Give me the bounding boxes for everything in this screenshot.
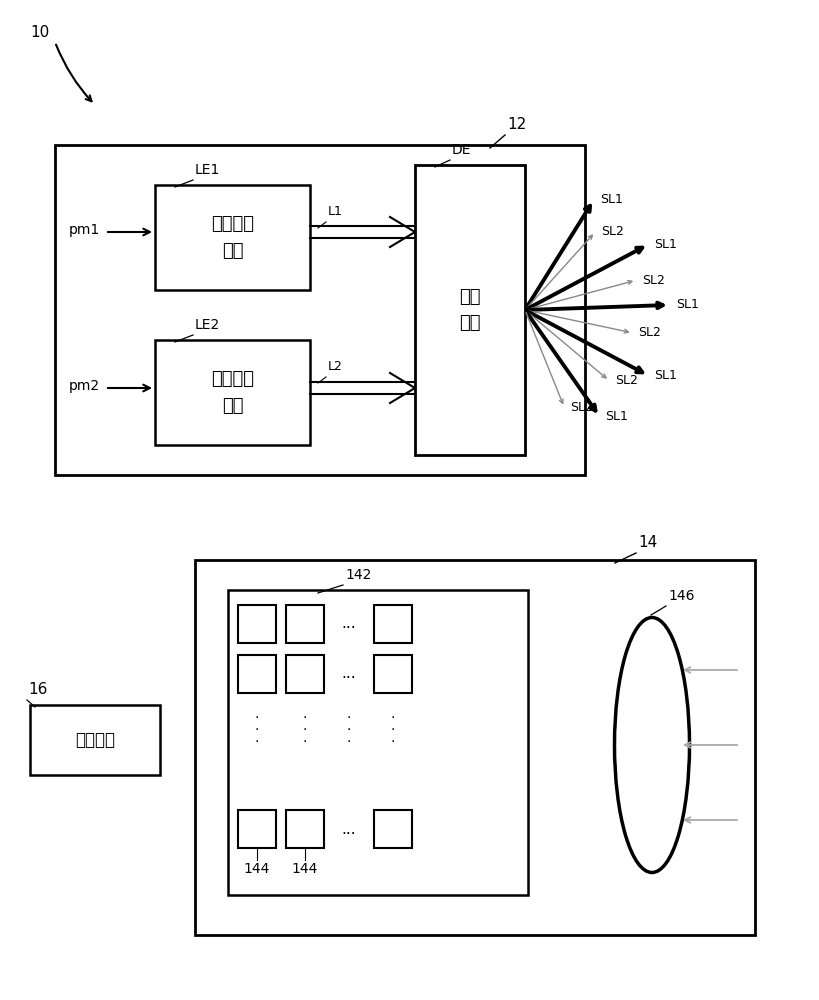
- Bar: [374, 605, 412, 643]
- Text: ·
·
·: · · ·: [346, 711, 351, 749]
- Ellipse shape: [614, 617, 690, 872]
- Text: 14: 14: [638, 535, 658, 550]
- Text: ·
·
·: · · ·: [391, 711, 396, 749]
- Text: pm1: pm1: [69, 223, 100, 237]
- Text: 10: 10: [30, 25, 49, 40]
- Bar: [55, 145, 585, 475]
- Text: 16: 16: [28, 682, 48, 697]
- Text: 146: 146: [668, 589, 695, 603]
- Bar: [195, 560, 755, 935]
- Text: 第二发光
单元: 第二发光 单元: [211, 370, 254, 415]
- Text: SL1: SL1: [676, 298, 699, 311]
- Bar: [238, 655, 276, 693]
- Bar: [155, 340, 310, 445]
- Text: 144: 144: [292, 862, 319, 876]
- Text: SL1: SL1: [605, 410, 628, 423]
- Bar: [415, 165, 525, 455]
- Text: 12: 12: [507, 117, 527, 132]
- Text: 运算单元: 运算单元: [75, 731, 115, 749]
- Text: pm2: pm2: [69, 379, 100, 393]
- Text: 第一发光
单元: 第一发光 单元: [211, 215, 254, 260]
- Text: ...: ...: [342, 666, 356, 682]
- Bar: [286, 655, 324, 693]
- Text: L2: L2: [328, 360, 343, 373]
- Text: ·
·
·: · · ·: [303, 711, 307, 749]
- Bar: [30, 705, 160, 775]
- Text: SL1: SL1: [654, 369, 677, 382]
- Bar: [374, 810, 412, 848]
- Text: LE1: LE1: [195, 163, 220, 177]
- Text: 绵射
单元: 绵射 单元: [459, 288, 481, 332]
- Text: SL2: SL2: [570, 401, 593, 414]
- Bar: [155, 185, 310, 290]
- Text: SL2: SL2: [639, 326, 662, 339]
- Text: 142: 142: [345, 568, 371, 582]
- Text: DE: DE: [452, 143, 472, 157]
- Text: SL1: SL1: [654, 238, 677, 251]
- Text: ...: ...: [342, 822, 356, 836]
- Text: ...: ...: [342, 616, 356, 632]
- Text: SL2: SL2: [642, 274, 665, 287]
- Text: LE2: LE2: [195, 318, 220, 332]
- Bar: [286, 605, 324, 643]
- Text: SL2: SL2: [615, 374, 638, 387]
- Text: SL1: SL1: [600, 193, 622, 206]
- Bar: [228, 590, 528, 895]
- Text: L1: L1: [328, 205, 343, 218]
- Text: SL2: SL2: [601, 225, 624, 238]
- Bar: [238, 605, 276, 643]
- Bar: [374, 655, 412, 693]
- Text: ·
·
·: · · ·: [255, 711, 259, 749]
- Bar: [238, 810, 276, 848]
- Bar: [286, 810, 324, 848]
- Text: 144: 144: [244, 862, 270, 876]
